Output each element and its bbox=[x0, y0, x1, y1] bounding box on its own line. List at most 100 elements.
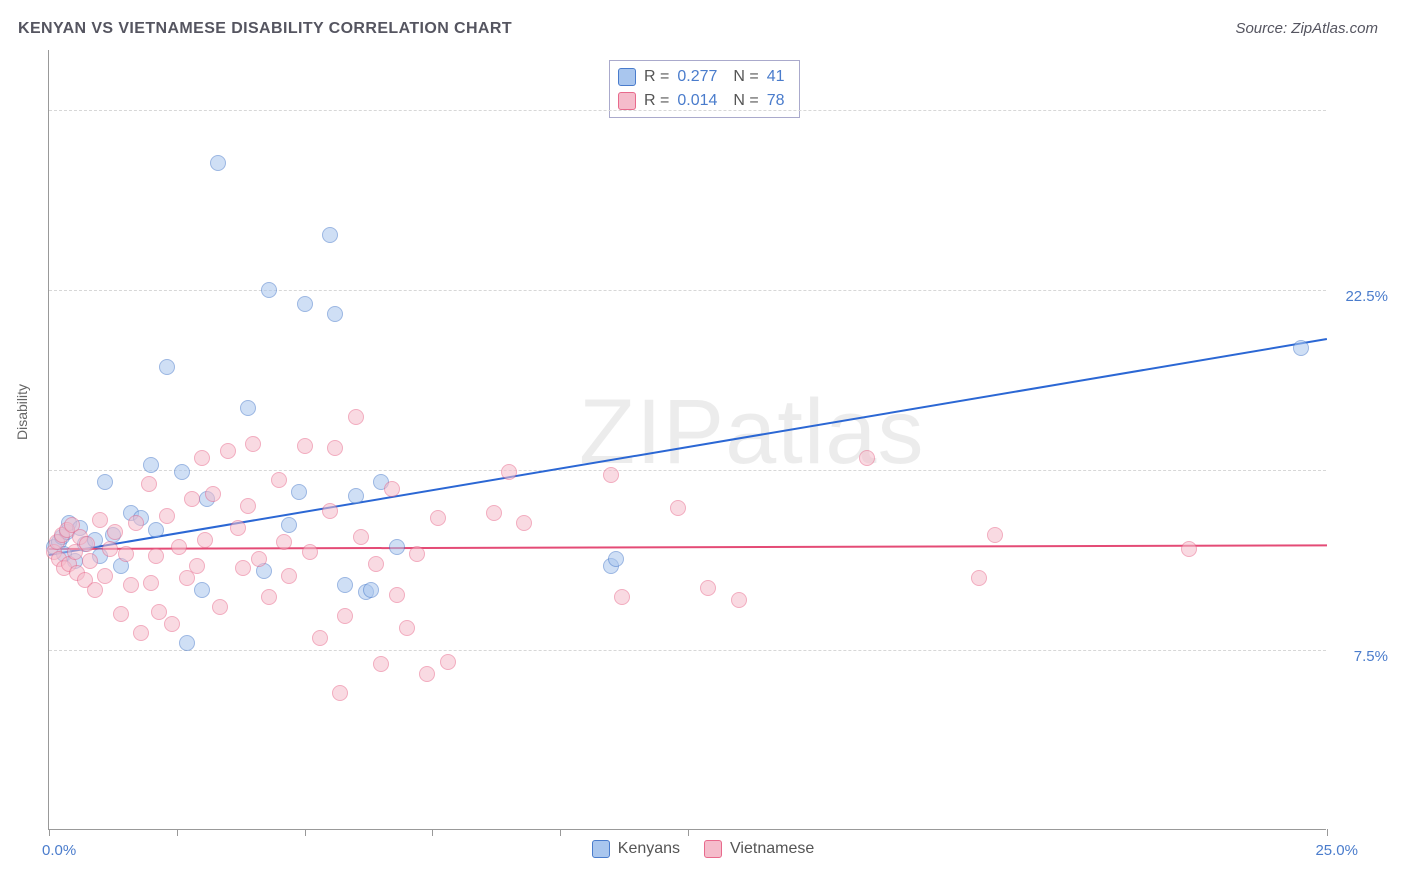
data-point-kenyans bbox=[608, 551, 624, 567]
data-point-vietnamese bbox=[184, 491, 200, 507]
data-point-vietnamese bbox=[603, 467, 619, 483]
data-point-vietnamese bbox=[171, 539, 187, 555]
gridline bbox=[49, 290, 1326, 291]
data-point-vietnamese bbox=[189, 558, 205, 574]
data-point-vietnamese bbox=[614, 589, 630, 605]
data-point-vietnamese bbox=[389, 587, 405, 603]
data-point-kenyans bbox=[322, 227, 338, 243]
data-point-vietnamese bbox=[79, 536, 95, 552]
data-point-vietnamese bbox=[276, 534, 292, 550]
source-attribution: Source: ZipAtlas.com bbox=[1235, 20, 1378, 37]
data-point-vietnamese bbox=[501, 464, 517, 480]
x-tick bbox=[1327, 829, 1328, 836]
data-point-vietnamese bbox=[312, 630, 328, 646]
x-tick bbox=[688, 829, 689, 836]
data-point-vietnamese bbox=[409, 546, 425, 562]
x-tick bbox=[432, 829, 433, 836]
stat-r-value: 0.277 bbox=[677, 68, 725, 86]
data-point-vietnamese bbox=[97, 568, 113, 584]
data-point-kenyans bbox=[174, 464, 190, 480]
data-point-vietnamese bbox=[245, 436, 261, 452]
data-point-vietnamese bbox=[368, 556, 384, 572]
data-point-vietnamese bbox=[141, 476, 157, 492]
x-tick bbox=[560, 829, 561, 836]
data-point-vietnamese bbox=[128, 515, 144, 531]
data-point-vietnamese bbox=[164, 616, 180, 632]
data-point-vietnamese bbox=[102, 541, 118, 557]
stat-n-label: N = bbox=[733, 68, 758, 86]
data-point-vietnamese bbox=[348, 409, 364, 425]
data-point-vietnamese bbox=[419, 666, 435, 682]
data-point-vietnamese bbox=[281, 568, 297, 584]
stat-r-value: 0.014 bbox=[677, 92, 725, 110]
y-tick-label: 7.5% bbox=[1354, 648, 1388, 665]
data-point-vietnamese bbox=[123, 577, 139, 593]
data-point-vietnamese bbox=[337, 608, 353, 624]
data-point-vietnamese bbox=[82, 553, 98, 569]
watermark-zip: ZIP bbox=[579, 381, 725, 483]
gridline bbox=[49, 110, 1326, 111]
data-point-vietnamese bbox=[327, 440, 343, 456]
chart-title: KENYAN VS VIETNAMESE DISABILITY CORRELAT… bbox=[18, 20, 512, 38]
data-point-vietnamese bbox=[230, 520, 246, 536]
x-tick bbox=[177, 829, 178, 836]
data-point-vietnamese bbox=[159, 508, 175, 524]
stats-row-kenyans: R =0.277N =41 bbox=[618, 65, 789, 89]
data-point-kenyans bbox=[291, 484, 307, 500]
data-point-vietnamese bbox=[261, 589, 277, 605]
data-point-vietnamese bbox=[430, 510, 446, 526]
data-point-kenyans bbox=[327, 306, 343, 322]
data-point-vietnamese bbox=[971, 570, 987, 586]
bottom-legend: Kenyans Vietnamese bbox=[0, 840, 1406, 858]
data-point-vietnamese bbox=[107, 524, 123, 540]
data-point-vietnamese bbox=[859, 450, 875, 466]
data-point-kenyans bbox=[210, 155, 226, 171]
data-point-vietnamese bbox=[384, 481, 400, 497]
data-point-vietnamese bbox=[1181, 541, 1197, 557]
data-point-kenyans bbox=[363, 582, 379, 598]
gridline bbox=[49, 650, 1326, 651]
legend-item-kenyans: Kenyans bbox=[592, 840, 680, 858]
legend-swatch bbox=[704, 840, 722, 858]
data-point-kenyans bbox=[97, 474, 113, 490]
data-point-vietnamese bbox=[700, 580, 716, 596]
plot-area: ZIPatlas R =0.277N =41R =0.014N =78 bbox=[48, 50, 1326, 830]
legend-swatch bbox=[592, 840, 610, 858]
y-axis-label: Disability bbox=[14, 384, 30, 440]
data-point-vietnamese bbox=[194, 450, 210, 466]
data-point-vietnamese bbox=[92, 512, 108, 528]
x-tick bbox=[305, 829, 306, 836]
legend-swatch bbox=[618, 68, 636, 86]
data-point-vietnamese bbox=[332, 685, 348, 701]
data-point-vietnamese bbox=[113, 606, 129, 622]
data-point-vietnamese bbox=[197, 532, 213, 548]
data-point-vietnamese bbox=[297, 438, 313, 454]
data-point-vietnamese bbox=[987, 527, 1003, 543]
data-point-kenyans bbox=[337, 577, 353, 593]
data-point-vietnamese bbox=[373, 656, 389, 672]
gridline bbox=[49, 470, 1326, 471]
data-point-vietnamese bbox=[353, 529, 369, 545]
legend-swatch bbox=[618, 92, 636, 110]
legend-label: Vietnamese bbox=[730, 840, 814, 858]
stat-r-label: R = bbox=[644, 92, 669, 110]
data-point-vietnamese bbox=[670, 500, 686, 516]
data-point-vietnamese bbox=[302, 544, 318, 560]
data-point-vietnamese bbox=[148, 548, 164, 564]
stat-r-label: R = bbox=[644, 68, 669, 86]
data-point-vietnamese bbox=[235, 560, 251, 576]
data-point-vietnamese bbox=[731, 592, 747, 608]
data-point-kenyans bbox=[143, 457, 159, 473]
watermark-atlas: atlas bbox=[725, 381, 924, 483]
data-point-kenyans bbox=[281, 517, 297, 533]
data-point-vietnamese bbox=[143, 575, 159, 591]
data-point-vietnamese bbox=[212, 599, 228, 615]
data-point-kenyans bbox=[389, 539, 405, 555]
data-point-kenyans bbox=[1293, 340, 1309, 356]
data-point-vietnamese bbox=[118, 546, 134, 562]
legend-label: Kenyans bbox=[618, 840, 680, 858]
x-tick bbox=[49, 829, 50, 836]
data-point-vietnamese bbox=[440, 654, 456, 670]
data-point-kenyans bbox=[348, 488, 364, 504]
data-point-vietnamese bbox=[251, 551, 267, 567]
